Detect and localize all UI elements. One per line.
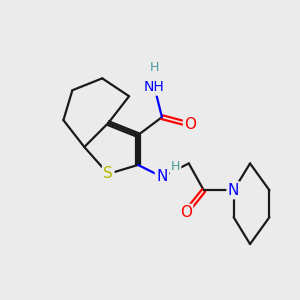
Text: O: O bbox=[180, 205, 192, 220]
Text: N: N bbox=[156, 169, 168, 184]
Text: H: H bbox=[171, 160, 180, 173]
Text: O: O bbox=[184, 117, 196, 132]
Text: S: S bbox=[103, 167, 113, 182]
Text: N: N bbox=[228, 183, 239, 198]
Text: H: H bbox=[150, 61, 159, 74]
Text: NH: NH bbox=[144, 80, 165, 94]
